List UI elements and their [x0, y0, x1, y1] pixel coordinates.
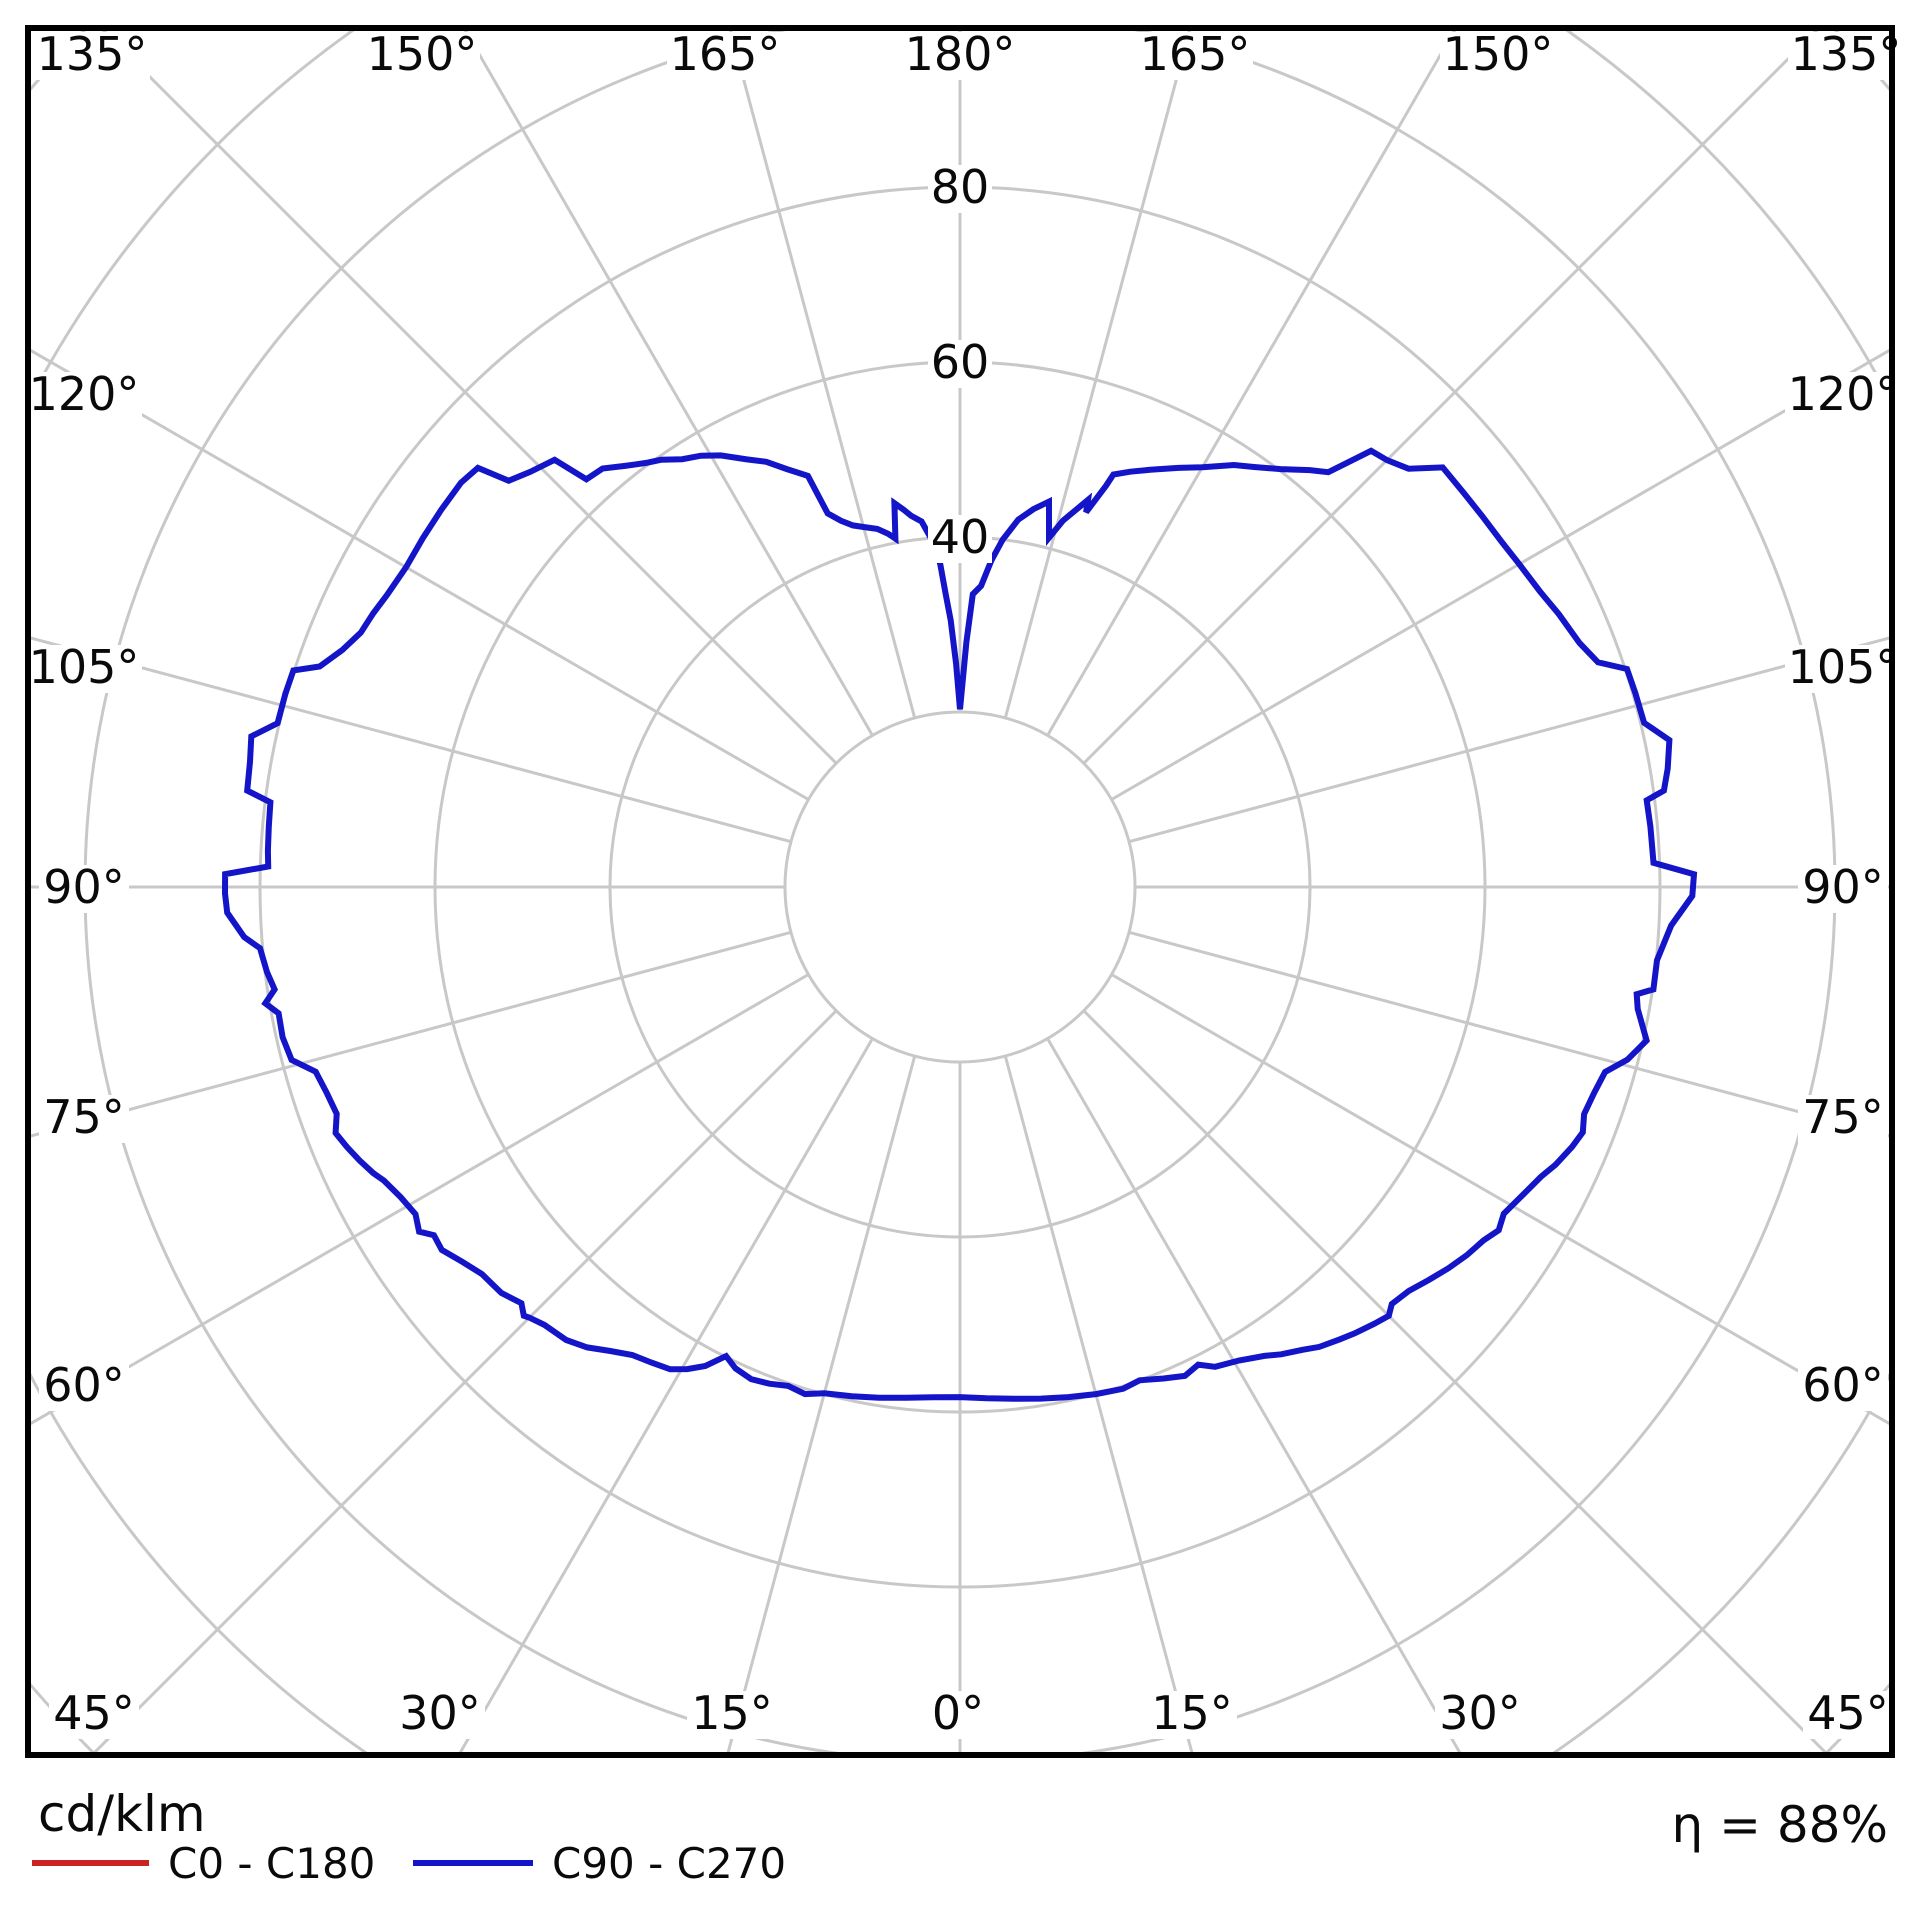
polar-grid-ray	[31, 973, 810, 1426]
polar-grid-ray	[729, 31, 917, 719]
polar-grid-ray	[31, 636, 792, 844]
polar-grid-ray	[31, 348, 810, 801]
angle-label-bottom: 0°	[932, 1686, 984, 1740]
polar-grid-ray	[1046, 1037, 1462, 1752]
radial-tick-label-bg	[928, 165, 992, 213]
angle-label-bottom: 30°	[1439, 1686, 1521, 1740]
angle-label-left-bg	[26, 372, 142, 420]
units-label: cd/klm	[38, 1785, 206, 1843]
angle-label-left: 75°	[43, 1090, 125, 1144]
angle-label-left-bg	[26, 645, 142, 693]
angle-label-top: 135°	[37, 27, 148, 81]
angle-label-right: 90°	[1802, 860, 1884, 914]
angle-label-bottom-bg	[395, 1691, 485, 1739]
legend-label-c90-c270: C90 - C270	[552, 1839, 786, 1888]
polar-grid-ray	[1110, 348, 1889, 801]
angle-label-left: 105°	[29, 640, 140, 694]
angle-label-top-bg	[1137, 32, 1253, 80]
angle-label-right-bg	[1798, 1095, 1888, 1143]
angle-label-top-bg	[667, 32, 783, 80]
angle-label-top: 150°	[367, 27, 478, 81]
angle-label-top-bg	[1788, 32, 1904, 80]
angle-label-bottom-bg	[687, 1691, 777, 1739]
angle-label-top-bg	[34, 32, 150, 80]
radial-tick-label-bg	[928, 340, 992, 388]
radial-tick-label: 80	[931, 160, 990, 214]
angle-label-top: 165°	[670, 27, 781, 81]
intensity-curves	[221, 447, 1698, 1402]
angle-label-right: 120°	[1788, 367, 1899, 421]
angle-label-bottom-bg	[1435, 1691, 1525, 1739]
legend: C0 - C180 C90 - C270	[32, 1839, 786, 1888]
angle-label-right-bg	[1798, 1363, 1888, 1411]
polar-grid-ray	[726, 1055, 917, 1752]
angle-label-bottom-bg	[49, 1691, 139, 1739]
polar-grid-ray	[1082, 31, 1819, 765]
axis-labels: 40 60 80 135° 150° 165° 180° 165° 150° 135° 45° 30°…	[26, 27, 1904, 1740]
angle-label-right: 60°	[1802, 1358, 1884, 1412]
radial-tick-label: 60	[931, 335, 990, 389]
angle-label-left: 90°	[43, 860, 125, 914]
polar-grid-circle	[783, 710, 1137, 1064]
polar-grid-ray	[1128, 636, 1889, 844]
angle-label-top: 135°	[1791, 27, 1902, 81]
angle-label-bottom-bg	[926, 1691, 990, 1739]
polar-grid-ray	[1003, 1055, 1194, 1752]
angle-label-right-bg	[1785, 645, 1901, 693]
angle-label-top-bg	[902, 32, 1018, 80]
angle-label-bottom: 30°	[399, 1686, 481, 1740]
angle-label-bottom-bg	[1803, 1691, 1893, 1739]
efficiency-label: η = 88%	[1671, 1796, 1888, 1854]
polar-grid-ray	[92, 1009, 838, 1752]
frame-border	[25, 25, 1895, 1758]
angle-label-bottom: 45°	[53, 1686, 135, 1740]
polar-grid-ray	[1046, 31, 1456, 737]
angle-label-left-bg	[39, 1363, 129, 1411]
angle-label-top: 150°	[1443, 27, 1554, 81]
polar-grid-ray	[1110, 973, 1889, 1426]
angle-label-bottom: 45°	[1807, 1686, 1889, 1740]
polar-grid-ray	[458, 1037, 874, 1752]
polar-grid-ray	[464, 31, 874, 737]
angle-label-bottom: 15°	[1151, 1686, 1233, 1740]
angle-label-left: 60°	[43, 1358, 125, 1412]
angle-label-left-bg	[39, 865, 129, 913]
angle-label-right: 75°	[1802, 1090, 1884, 1144]
angle-label-top-bg	[1440, 32, 1556, 80]
angle-label-bottom: 15°	[691, 1686, 773, 1740]
radial-tick-label-bg	[928, 515, 992, 563]
angle-label-right-bg	[1785, 372, 1901, 420]
angle-label-top: 180°	[905, 27, 1016, 81]
angle-label-top: 165°	[1140, 27, 1251, 81]
angle-label-top-bg	[364, 32, 480, 80]
polar-grid-ray	[101, 31, 838, 765]
angle-label-right: 105°	[1788, 640, 1899, 694]
angle-label-bottom-bg	[1147, 1691, 1237, 1739]
curve-C90-C270	[221, 447, 1698, 1402]
legend-label-c0-c180: C0 - C180	[168, 1839, 375, 1888]
polar-grid-ray	[1003, 31, 1191, 719]
angle-label-right-bg	[1798, 865, 1888, 913]
angle-label-left: 120°	[29, 367, 140, 421]
polar-grid-ray	[1082, 1009, 1828, 1752]
angle-label-left-bg	[39, 1095, 129, 1143]
radial-tick-label: 40	[931, 510, 990, 564]
